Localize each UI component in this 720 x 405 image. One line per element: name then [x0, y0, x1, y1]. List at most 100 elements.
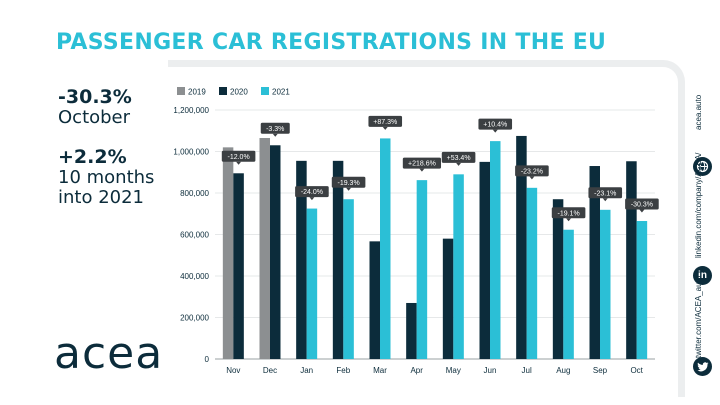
annotation-label: -23.1% — [594, 190, 616, 197]
annotation-label: +53.4% — [447, 155, 471, 162]
y-tick-label: 800,000 — [180, 189, 209, 198]
legend-swatch — [177, 87, 185, 95]
legend-label: 2019 — [188, 88, 206, 97]
bar-2020 — [516, 135, 527, 359]
x-tick-label: Jun — [484, 366, 497, 375]
bar-2020 — [626, 161, 637, 359]
y-tick-label: 200,000 — [180, 314, 209, 323]
bar-2020 — [296, 160, 307, 359]
bar-2021 — [526, 187, 538, 359]
acea-logo: acea — [54, 330, 162, 376]
bar-2021 — [636, 221, 648, 359]
stat-ytd-label-line1: 10 months — [58, 167, 155, 188]
x-tick-label: Jan — [300, 366, 313, 375]
annotation-pointer — [602, 198, 608, 202]
x-tick-label: Dec — [263, 366, 277, 375]
stat-october-value: -30.3% — [58, 86, 132, 108]
legend-swatch — [261, 87, 269, 95]
annotation-pointer — [456, 162, 462, 166]
legend-label: 2020 — [230, 88, 248, 97]
bar-2021 — [306, 208, 318, 359]
annotation-pointer — [492, 129, 498, 133]
annotation-box — [551, 207, 586, 219]
bar-2020 — [442, 238, 454, 359]
linkedin-icon[interactable]: in — [693, 266, 712, 285]
legend-swatch — [219, 87, 227, 95]
website-text[interactable]: acea.auto — [694, 94, 703, 130]
bar-2020 — [406, 302, 417, 359]
annotation-label: -3.3% — [266, 126, 284, 133]
x-tick-label: Mar — [373, 366, 387, 375]
annotation-label: +87.3% — [373, 119, 397, 126]
annotation-box — [368, 115, 403, 127]
annotation-box — [295, 186, 329, 198]
bar-2019 — [222, 147, 234, 359]
x-tick-label: Nov — [226, 366, 240, 375]
bar-2020 — [332, 160, 344, 359]
annotation-label: -23.2% — [521, 168, 543, 175]
bar-2020 — [270, 145, 281, 359]
annotation-box — [402, 157, 442, 169]
x-tick-label: Apr — [410, 366, 423, 375]
annotation-pointer — [236, 161, 242, 165]
linkedin-text[interactable]: linkedin.com/company/ACEA/ — [694, 152, 703, 258]
bar-2020 — [369, 241, 380, 359]
annotation-box — [588, 187, 623, 199]
legend-label: 2021 — [272, 88, 290, 97]
annotation-label: +10.4% — [483, 122, 507, 129]
bar-2021 — [453, 174, 464, 359]
annotation-label: -19.3% — [337, 180, 359, 187]
twitter-text[interactable]: twitter.com/ACEA_auto — [694, 275, 703, 358]
globe-icon[interactable] — [693, 157, 712, 176]
annotation-box — [260, 122, 290, 134]
chart-frame — [168, 60, 685, 397]
x-tick-label: Aug — [556, 366, 570, 375]
bar-2020 — [479, 161, 490, 359]
bar-2020 — [233, 173, 244, 359]
annotation-pointer — [272, 133, 278, 137]
annotation-box — [221, 150, 256, 162]
bar-2021 — [343, 199, 354, 359]
stat-october-label: October — [58, 107, 131, 128]
annotation-label: -30.3% — [631, 202, 653, 209]
annotation-box — [478, 118, 513, 130]
bar-2020 — [552, 199, 564, 359]
annotation-label: -12.0% — [227, 154, 249, 161]
stat-ytd-label-line2: into 2021 — [58, 187, 145, 208]
annotation-pointer — [309, 197, 315, 201]
bar-2021 — [490, 141, 501, 359]
annotation-box — [331, 176, 366, 188]
twitter-icon[interactable] — [693, 357, 712, 376]
stat-ytd: +2.2% 10 months into 2021 — [58, 146, 154, 208]
x-tick-label: Feb — [336, 366, 350, 375]
bar-2021 — [416, 180, 428, 359]
y-tick-label: 1,000,000 — [173, 148, 209, 157]
annotation-box — [625, 198, 659, 210]
bar-2019 — [259, 138, 270, 359]
social-sidebar: acea.auto linkedin.com/company/ACEA/ in … — [686, 60, 720, 405]
bar-2021 — [563, 229, 574, 359]
annotation-pointer — [566, 218, 572, 222]
annotation-pointer — [419, 168, 425, 172]
annotation-pointer — [529, 176, 535, 180]
bar-2021 — [600, 209, 611, 359]
page-title: PASSENGER CAR REGISTRATIONS IN THE EU — [56, 30, 607, 55]
x-tick-label: Sep — [593, 366, 608, 375]
y-tick-label: 400,000 — [180, 272, 209, 281]
x-tick-label: Jul — [522, 366, 532, 375]
annotation-label: -24.0% — [301, 189, 323, 196]
annotation-label: +218.6% — [408, 161, 436, 168]
y-tick-label: 600,000 — [180, 231, 209, 240]
y-tick-label: 0 — [205, 355, 210, 364]
annotation-pointer — [382, 126, 388, 130]
bar-2021 — [380, 138, 391, 359]
annotation-pointer — [639, 209, 645, 213]
annotation-box — [441, 151, 476, 163]
x-tick-label: Oct — [630, 366, 643, 375]
y-tick-label: 1,200,000 — [173, 106, 209, 115]
stat-october: -30.3% October — [58, 86, 132, 128]
annotation-pointer — [346, 187, 352, 191]
acea-logo-text: acea — [54, 330, 162, 376]
x-tick-label: May — [446, 366, 461, 375]
